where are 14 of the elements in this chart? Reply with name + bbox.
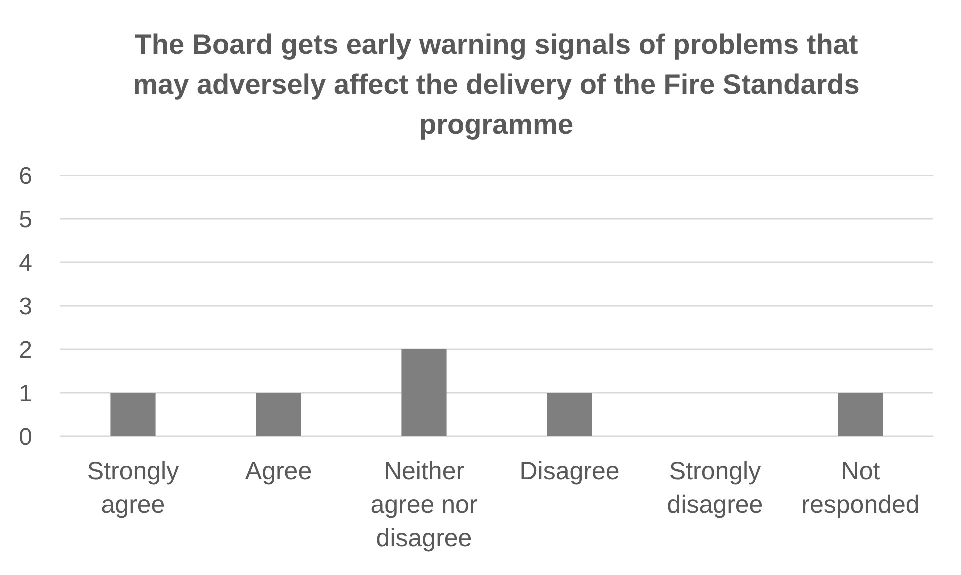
x-tick-label: Not responded xyxy=(802,458,920,520)
y-tick-label: 2 xyxy=(19,337,33,364)
y-tick-label: 6 xyxy=(19,163,33,190)
x-tick-label: Neither agree nor disagree xyxy=(370,458,478,553)
chart-title: The Board gets early warning signals of problems that may adversely affect the delivery of the Fire Standards programme xyxy=(132,28,861,142)
y-tick-label: 3 xyxy=(19,294,33,320)
y-tick-label: 5 xyxy=(19,206,33,234)
y-tick-label: 4 xyxy=(19,250,33,277)
x-tick-label: Strongly disagree xyxy=(667,458,764,520)
x-tick-label: Agree xyxy=(245,458,312,486)
y-tick-label: 0 xyxy=(19,424,33,451)
y-tick-label: 1 xyxy=(19,380,33,408)
x-tick-label: Strongly agree xyxy=(87,458,180,520)
x-tick-label: Disagree xyxy=(520,458,620,486)
